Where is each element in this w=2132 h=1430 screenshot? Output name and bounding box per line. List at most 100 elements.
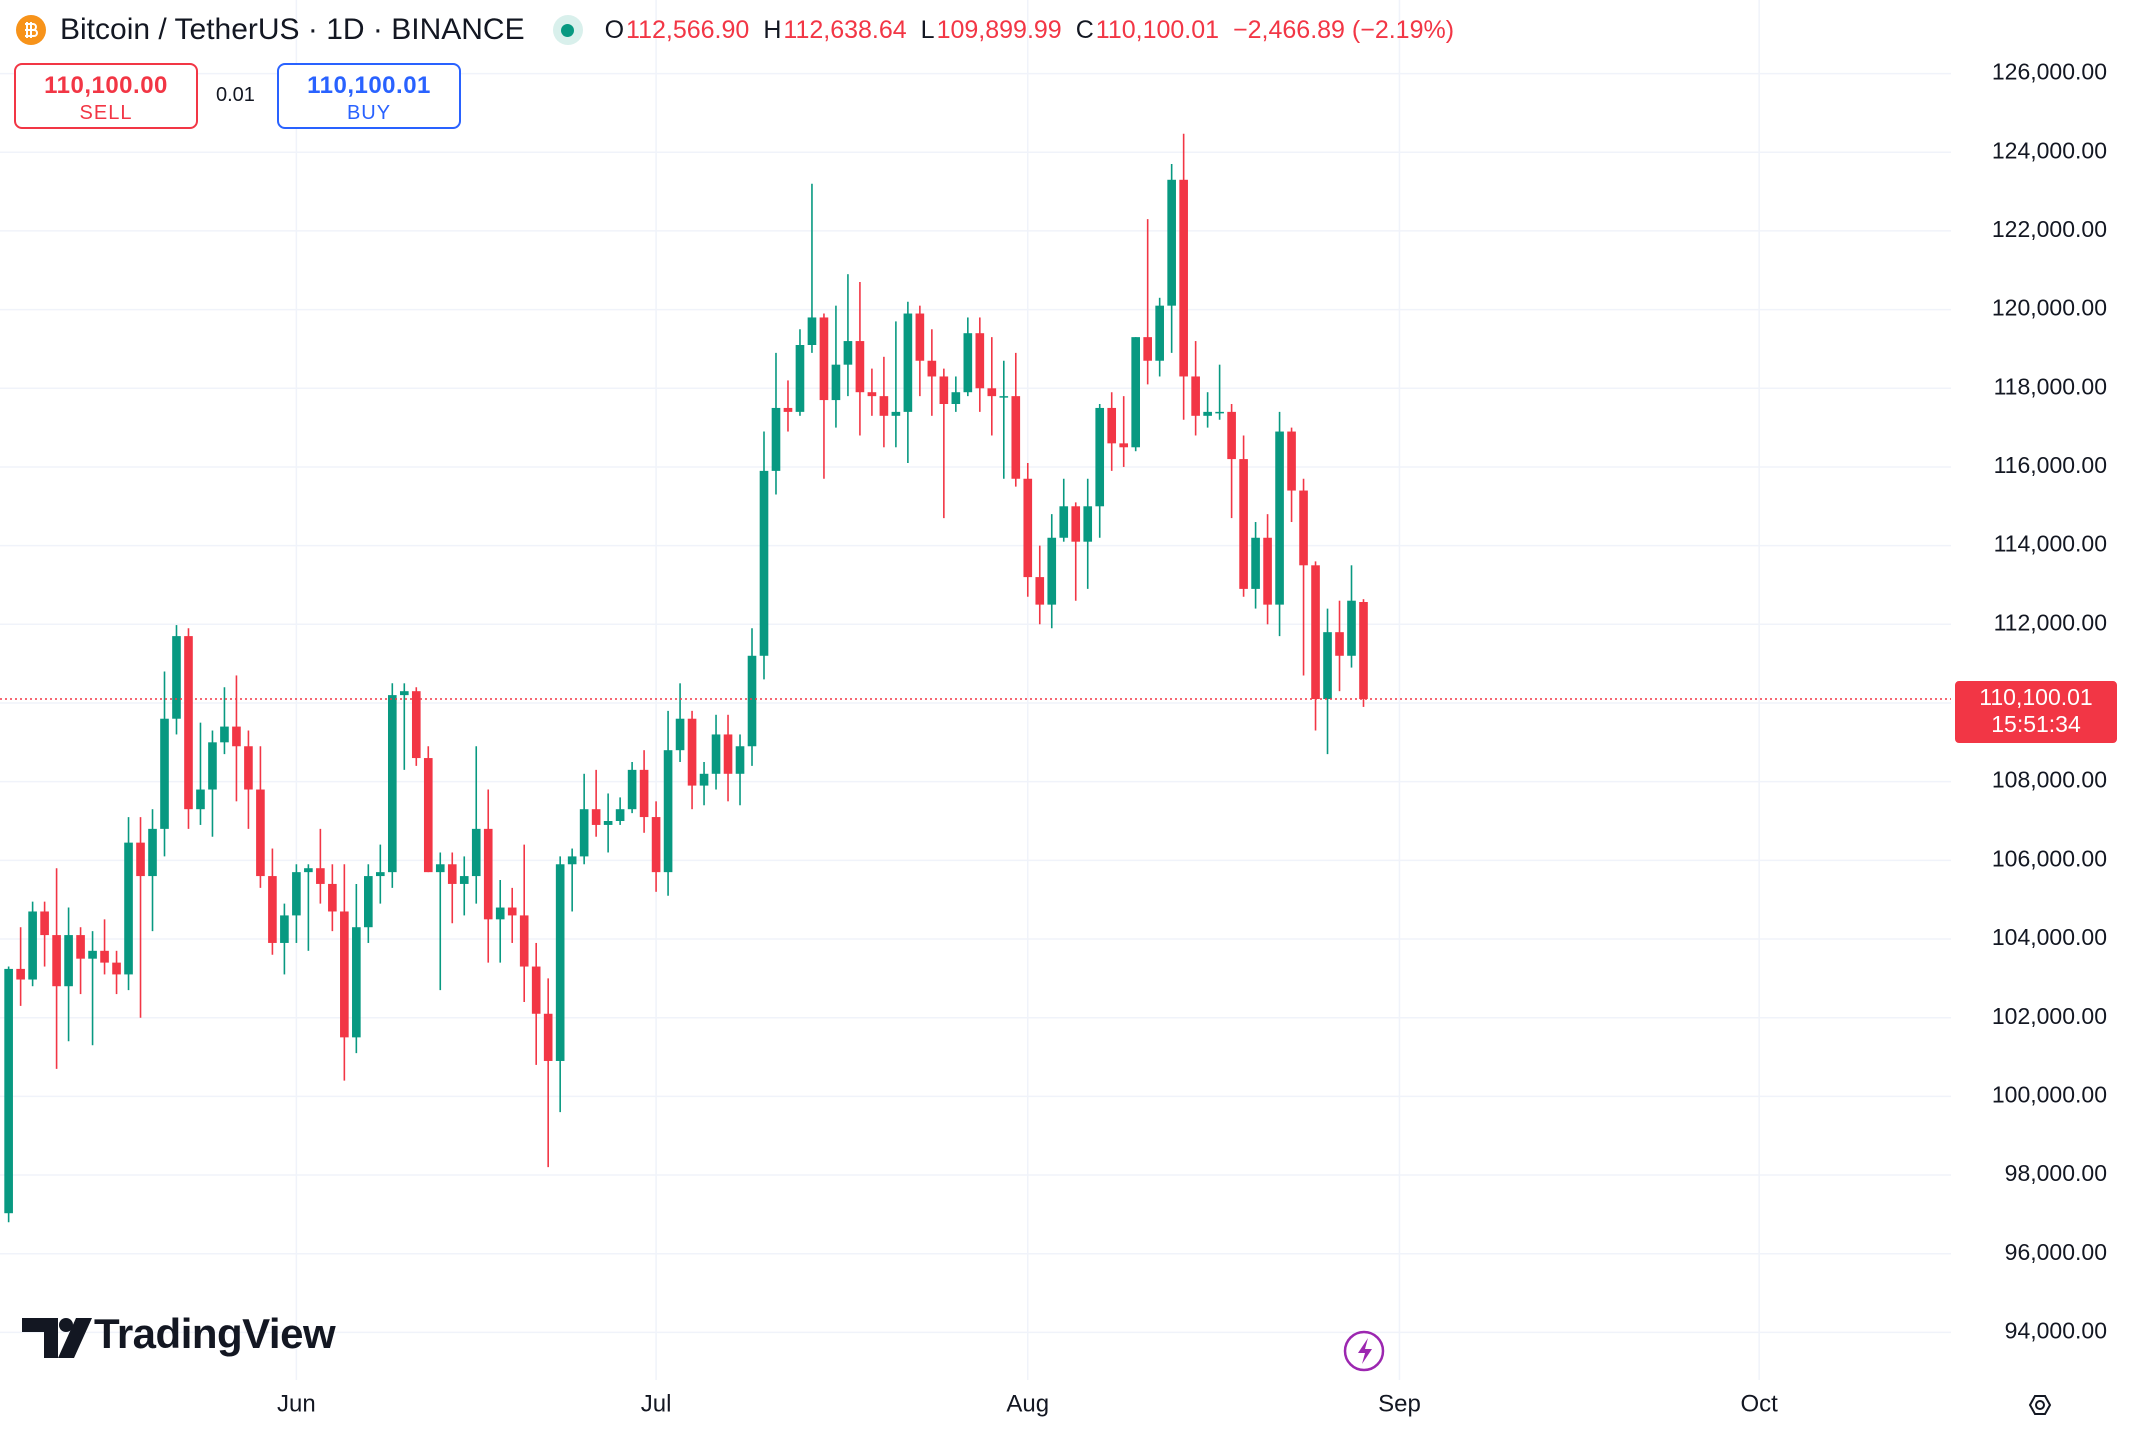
candle-body (352, 927, 361, 1038)
market-status[interactable] (552, 15, 583, 45)
candle-body (364, 876, 373, 928)
candle-body (975, 333, 985, 389)
candle-body (543, 1013, 553, 1061)
candle-body (843, 341, 853, 365)
x-tick-label: Oct (1740, 1390, 1778, 1417)
candle-body (208, 742, 217, 790)
candle-body (1167, 179, 1176, 306)
y-tick-label: 104,000.00 (1992, 924, 2107, 950)
ohlc-value: 109,899.99 (936, 15, 1062, 44)
candle-body (124, 842, 133, 975)
candle-body (1155, 305, 1164, 361)
candle-body (1359, 602, 1368, 700)
buy-button[interactable]: 110,100.01 BUY (277, 63, 461, 129)
y-tick-label: 126,000.00 (1992, 59, 2107, 85)
candle-body (40, 911, 49, 936)
coin-icon (16, 15, 46, 45)
candle-body (1299, 490, 1308, 566)
candle-body (519, 915, 529, 967)
candle-body (328, 883, 337, 912)
sell-button[interactable]: 110,100.00 SELL (14, 63, 198, 129)
candle-body (447, 864, 457, 884)
candle-body (963, 333, 973, 393)
candle-body (28, 911, 37, 980)
candle-body (435, 864, 445, 873)
countdown: 15:51:34 (1991, 711, 2081, 737)
candle-body (1047, 537, 1057, 605)
candle-body (771, 407, 781, 471)
y-tick-label: 98,000.00 (2005, 1160, 2107, 1186)
x-tick-label: Sep (1378, 1390, 1421, 1417)
sell-label: SELL (79, 102, 133, 124)
candle-body (1143, 337, 1152, 361)
candle-body (268, 876, 277, 943)
candle-body (735, 746, 745, 774)
settings-icon[interactable] (2028, 1395, 2052, 1415)
y-tick-label: 122,000.00 (1992, 216, 2107, 242)
candle-body (615, 809, 625, 821)
candle-body (304, 868, 313, 873)
spread: 0.01 (216, 84, 255, 106)
candle-body (471, 828, 481, 877)
candle-body (220, 726, 229, 743)
y-tick-label: 124,000.00 (1992, 137, 2107, 163)
candle-body (507, 907, 517, 916)
ohlc-value: 112,566.90 (626, 15, 750, 44)
ohlc-value: 112,638.64 (783, 15, 907, 44)
candles (4, 133, 1368, 1223)
candle-body (1323, 632, 1332, 700)
candle-body (1107, 407, 1117, 444)
candle-body (1179, 179, 1188, 377)
icon-bolt[interactable] (1358, 1338, 1372, 1364)
grid (0, 0, 1951, 1380)
candle-body (1035, 577, 1045, 605)
ohlc-key: O (604, 15, 625, 44)
y-tick-label: 118,000.00 (1994, 373, 2107, 399)
candle-body (795, 345, 805, 412)
candle-body (591, 809, 601, 825)
candle-body (639, 769, 649, 818)
sell-price: 110,100.00 (44, 72, 168, 99)
y-tick-label: 100,000.00 (1992, 1081, 2107, 1107)
logo-shape (58, 1318, 92, 1358)
icon-center[interactable] (2035, 1400, 2045, 1410)
icon-hex[interactable] (2028, 1395, 2052, 1415)
candle-body (112, 962, 121, 975)
lightning-icon[interactable] (1343, 1330, 1385, 1372)
candle-body (1191, 376, 1200, 416)
x-tick-label: Jul (641, 1390, 672, 1417)
candle-body (1071, 506, 1081, 542)
candle-body (376, 872, 385, 877)
candle-body (999, 396, 1009, 398)
candle-body (807, 317, 817, 345)
candle-body (1083, 506, 1093, 542)
candle-body (256, 789, 265, 877)
candle-body (148, 828, 157, 877)
candle-body (927, 360, 937, 377)
candle-body (579, 809, 589, 857)
candle-body (915, 313, 925, 361)
candle-body (160, 718, 169, 829)
y-tick-label: 96,000.00 (2005, 1239, 2107, 1265)
candle-body (903, 313, 913, 412)
symbol-title: Bitcoin / TetherUS · 1D · BINANCE (60, 13, 525, 46)
candle-body (627, 769, 637, 810)
candle-body (1275, 431, 1284, 605)
brand[interactable]: TradingView (94, 1310, 336, 1357)
candle-body (196, 789, 205, 810)
candle-body (100, 950, 109, 963)
y-tick-label: 102,000.00 (1992, 1003, 2107, 1029)
candle-body (76, 935, 85, 959)
y-tick-label: 108,000.00 (1992, 767, 2107, 793)
candle-body (399, 691, 409, 696)
candle-body (603, 820, 613, 825)
ohlc-key: H (763, 15, 782, 44)
candle-body (783, 407, 793, 412)
candle-body (867, 392, 877, 397)
candle-body (52, 935, 61, 987)
candle-body (831, 364, 841, 401)
candle-body (747, 655, 757, 747)
candle-body (1119, 443, 1129, 448)
candle-body (340, 911, 349, 1038)
